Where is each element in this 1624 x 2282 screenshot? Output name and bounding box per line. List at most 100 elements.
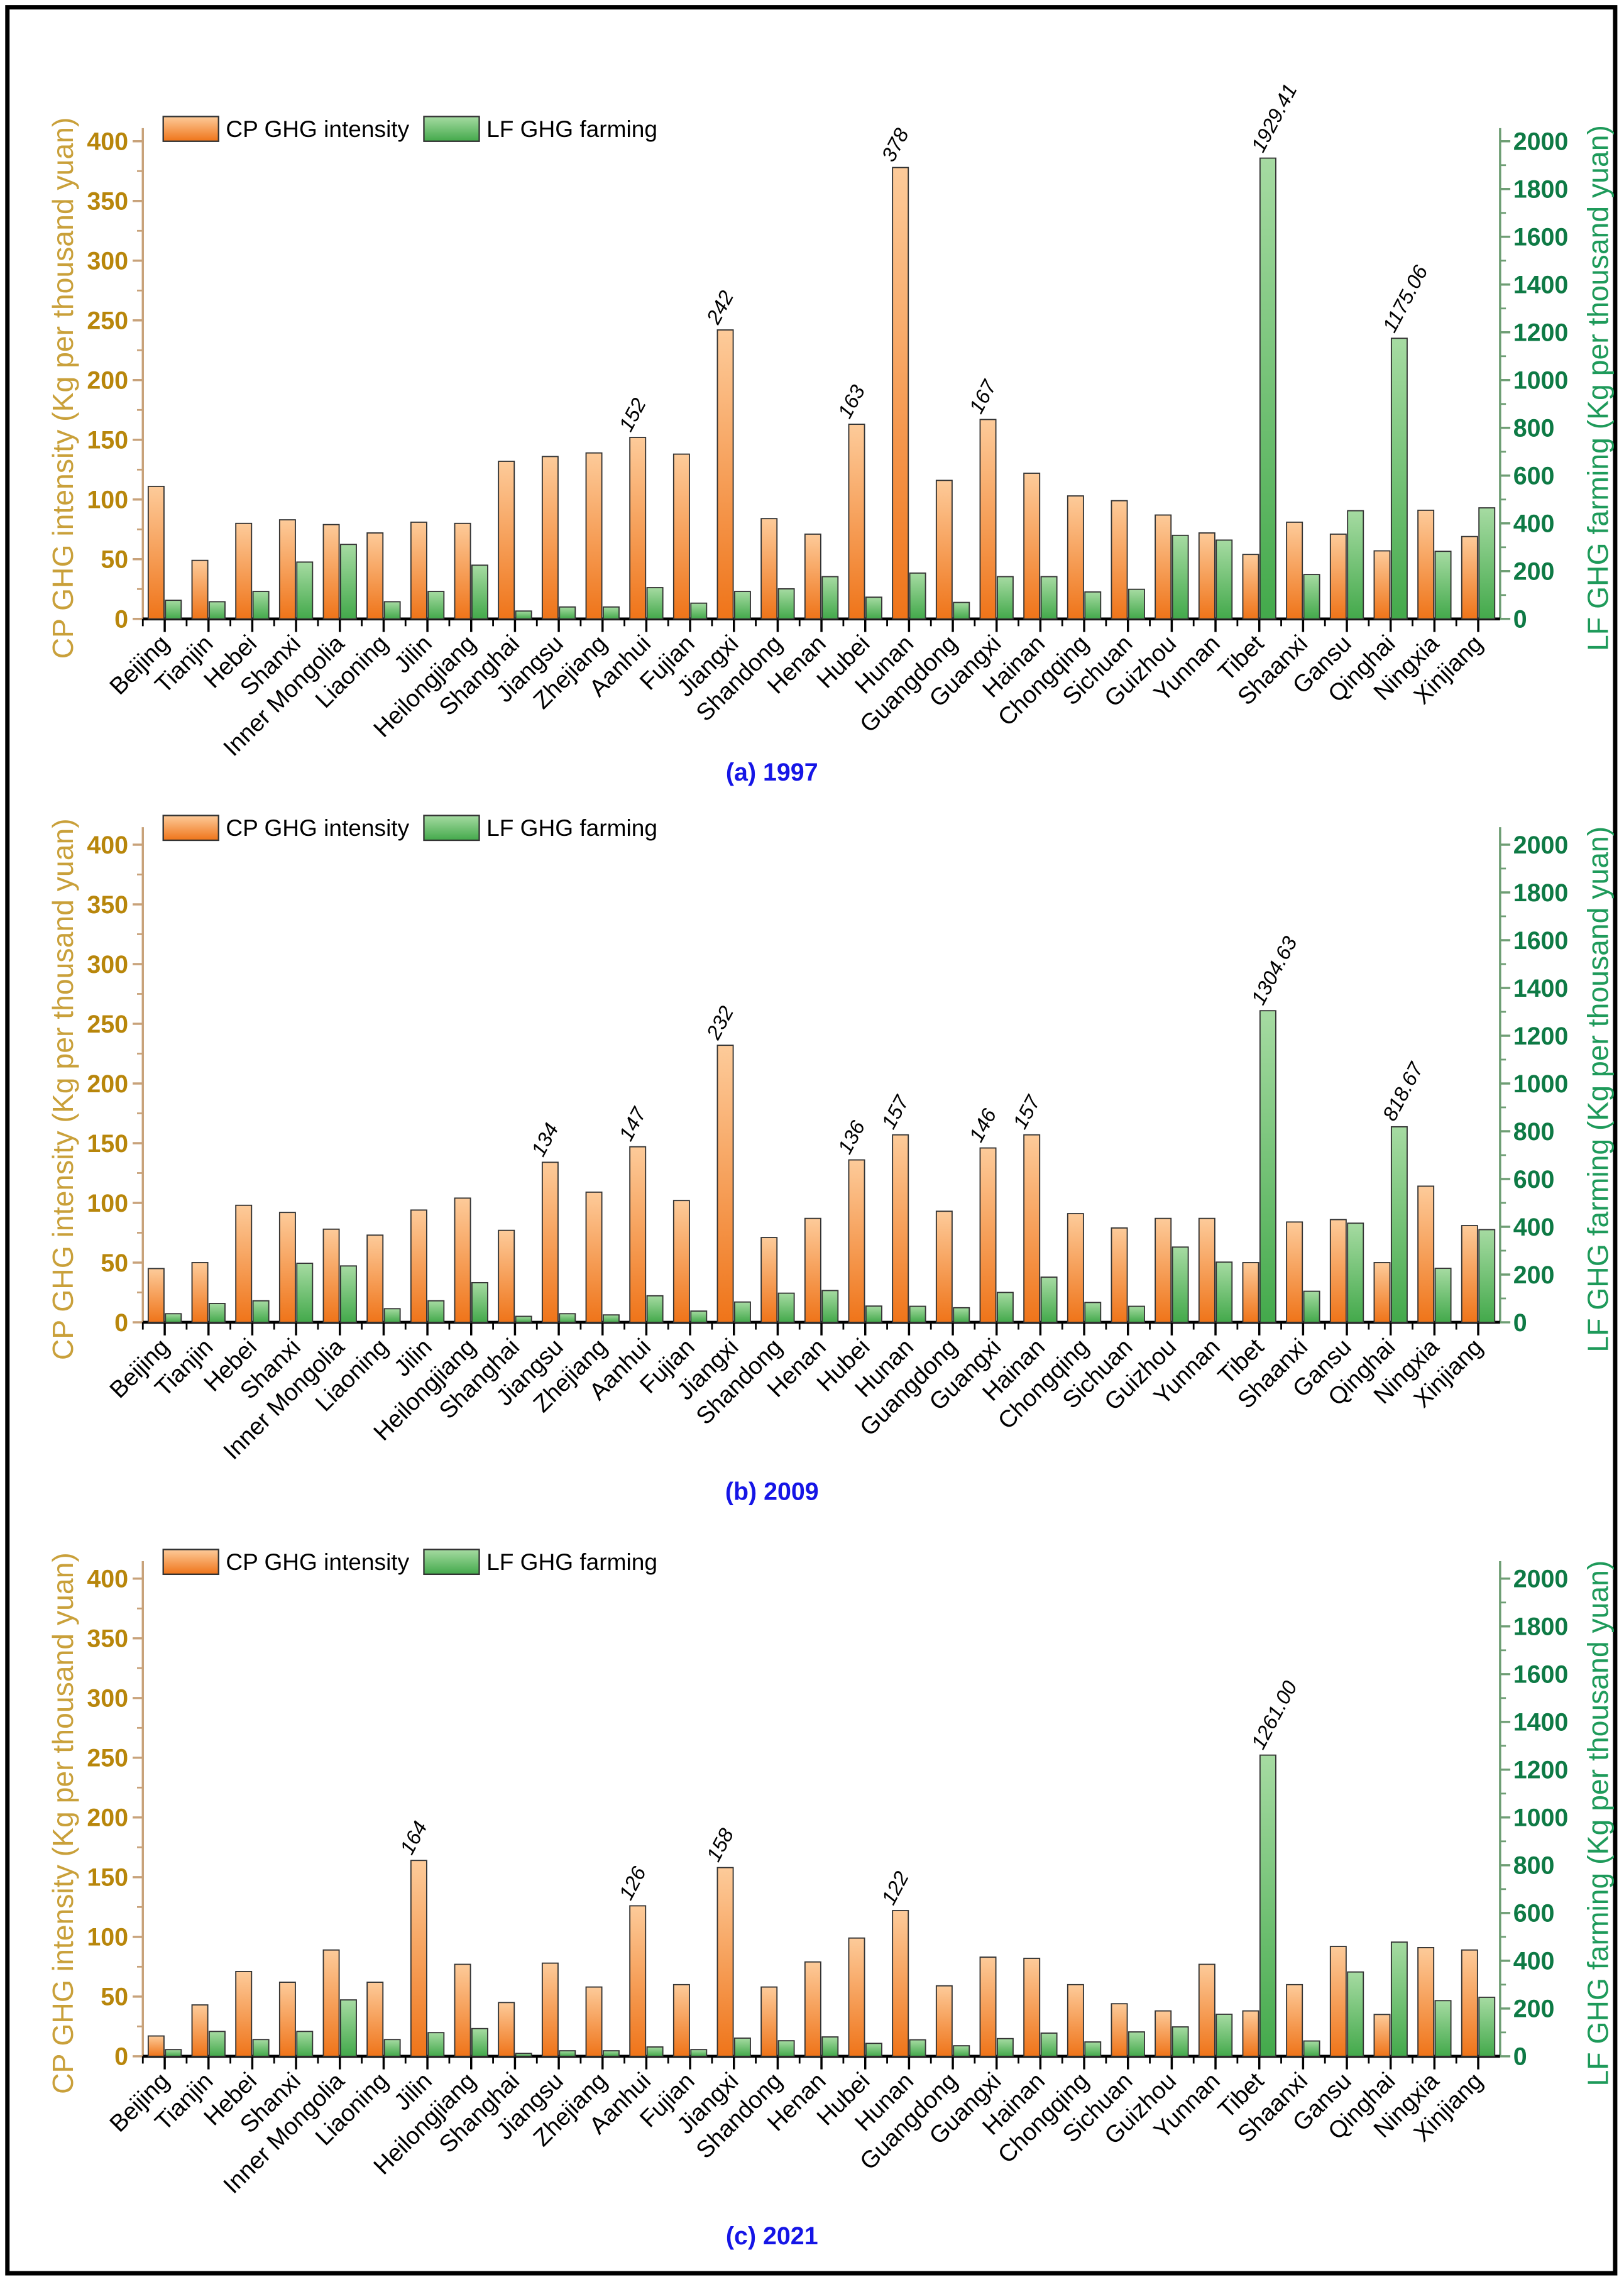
legend-swatch-cp	[162, 116, 219, 142]
right-tick-label: 1400	[1513, 272, 1569, 299]
legend-swatch-lf	[423, 1549, 480, 1576]
bar-lf-guangdong	[953, 601, 970, 620]
bar-lf-liaoning	[383, 2039, 401, 2057]
right-tick-label: 600	[1513, 1166, 1555, 1193]
right-tick-label: 1600	[1513, 224, 1569, 251]
bar-cp-zhejiang	[585, 1986, 603, 2057]
bar-cp-beijing	[147, 1268, 165, 1323]
bar-lf-shanghai	[515, 1315, 532, 1323]
right-tick-label: 200	[1513, 1261, 1555, 1289]
bar-lf-qinghai	[1390, 1941, 1408, 2057]
left-tick-label: 350	[87, 188, 128, 216]
legend-swatch-lf	[423, 815, 480, 842]
bar-cp-liaoning	[366, 1982, 384, 2057]
bar-cp-guangdong	[935, 1210, 953, 1323]
bar-cp-shandong	[760, 518, 778, 620]
bar-lf-jiangsu	[559, 1313, 576, 1323]
bar-cp-aanhui	[629, 437, 647, 620]
bar-cp-zhejiang	[585, 452, 603, 620]
bar-cp-hebei	[235, 1971, 253, 2057]
bar-lf-jiangxi	[733, 591, 751, 620]
bar-cp-hunan	[892, 1134, 909, 1323]
bar-lf-shaanxi	[1303, 2040, 1320, 2057]
bar-lf-guizhou	[1171, 2026, 1189, 2057]
bar-lf-hebei	[252, 2039, 270, 2057]
left-tick-label: 400	[87, 1566, 128, 1593]
bar-lf-inner-mongolia	[339, 1265, 357, 1323]
bar-cp-henan	[804, 1961, 821, 2057]
right-tick-label: 0	[1513, 1309, 1527, 1337]
bar-cp-hebei	[235, 1204, 253, 1323]
panel-caption: (a) 1997	[726, 759, 818, 786]
bar-cp-gansu	[1329, 533, 1347, 620]
left-axis-title: CP GHG intensity (Kg per thousand yuan)	[47, 118, 79, 659]
right-tick-label: 0	[1513, 606, 1527, 634]
bar-cp-qinghai	[1373, 1262, 1391, 1323]
bar-cp-ningxia	[1417, 509, 1435, 620]
bar-lf-gansu	[1347, 510, 1364, 620]
bar-cp-tianjin	[191, 2004, 209, 2057]
bar-lf-yunnan	[1215, 2014, 1233, 2057]
bar-lf-henan	[821, 2036, 839, 2057]
bar-lf-inner-mongolia	[339, 1999, 357, 2057]
bar-lf-hainan	[1040, 2032, 1058, 2057]
bar-lf-shandong	[777, 588, 795, 620]
right-tick-label: 200	[1513, 558, 1555, 586]
bar-lf-hebei	[252, 591, 270, 620]
right-axis-title: LF GHG farming (Kg per thousand yuan)	[1581, 1561, 1614, 2087]
bar-lf-aanhui	[646, 1295, 664, 1323]
bar-cp-sichuan	[1111, 1227, 1128, 1323]
right-tick-label: 200	[1513, 1995, 1555, 2023]
bar-lf-shanghai	[515, 2053, 532, 2057]
left-tick-label: 0	[114, 1309, 128, 1337]
bar-lf-liaoning	[383, 601, 401, 620]
bar-lf-beijing	[165, 2049, 182, 2057]
bar-lf-tianjin	[208, 601, 226, 620]
right-tick-label: 2000	[1513, 1566, 1569, 1593]
right-tick-label: 1400	[1513, 975, 1569, 1002]
bar-cp-aanhui	[629, 1146, 647, 1323]
right-tick-label: 2000	[1513, 128, 1569, 156]
bar-cp-tibet	[1242, 2010, 1259, 2057]
bar-cp-qinghai	[1373, 550, 1391, 620]
left-tick-label: 100	[87, 1924, 128, 1951]
bar-cp-tibet	[1242, 554, 1259, 620]
bar-cp-guangxi	[979, 1956, 997, 2057]
bar-cp-beijing	[147, 2035, 165, 2057]
bar-lf-fujian	[690, 1310, 708, 1323]
bar-cp-heilongjiang	[454, 522, 471, 620]
bar-cp-shanghai	[498, 1229, 515, 1323]
bar-lf-beijing	[165, 600, 182, 620]
bar-cp-hainan	[1023, 1958, 1041, 2057]
bar-cp-shanghai	[498, 2002, 515, 2057]
bar-cp-henan	[804, 1217, 821, 1323]
bar-lf-gansu	[1347, 1222, 1364, 1323]
legend-label-cp: CP GHG intensity	[226, 1549, 409, 1575]
figure-border	[5, 5, 1618, 2276]
left-tick-label: 350	[87, 891, 128, 919]
bar-lf-heilongjiang	[471, 1281, 488, 1323]
bar-cp-jiangxi	[716, 1867, 734, 2057]
bar-lf-hainan	[1040, 1276, 1058, 1323]
bar-cp-henan	[804, 533, 821, 620]
bar-cp-hunan	[892, 1910, 909, 2057]
bar-lf-hubei	[865, 596, 882, 620]
bar-lf-guangdong	[953, 1307, 970, 1323]
right-tick-label: 1200	[1513, 319, 1569, 347]
bar-lf-ningxia	[1434, 2000, 1452, 2057]
bar-cp-jiangsu	[541, 1161, 559, 1323]
left-tick-label: 100	[87, 486, 128, 514]
right-tick-label: 1000	[1513, 1070, 1569, 1098]
bar-cp-chongqing	[1067, 495, 1084, 620]
bar-cp-qinghai	[1373, 2014, 1391, 2057]
bar-lf-zhejiang	[602, 606, 620, 620]
bar-cp-aanhui	[629, 1905, 647, 2057]
bar-lf-jilin	[427, 591, 445, 620]
bar-cp-chongqing	[1067, 1213, 1084, 1323]
legend-label-cp: CP GHG intensity	[226, 815, 409, 841]
bar-cp-shaanxi	[1286, 1983, 1303, 2057]
panel-caption: (c) 2021	[726, 2222, 818, 2250]
bar-cp-tianjin	[191, 1262, 209, 1323]
left-tick-label: 50	[101, 1249, 128, 1277]
